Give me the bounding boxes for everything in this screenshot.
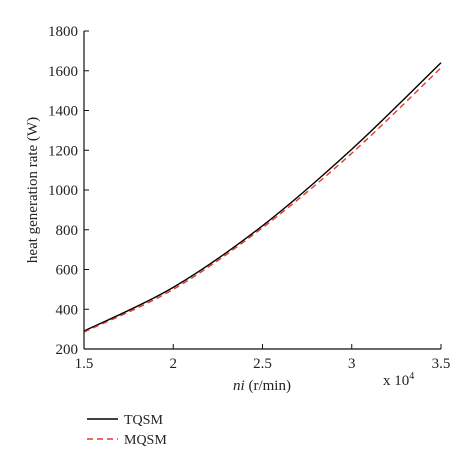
x-axis-multiplier-base: x 10 — [383, 373, 409, 389]
y-tick-label: 1200 — [48, 143, 78, 159]
plot-area — [83, 62, 442, 333]
y-ticks: 200 400 600 800 1000 1200 1400 1600 1800 — [48, 24, 89, 358]
y-tick-label: 400 — [56, 302, 79, 318]
y-tick-label: 1400 — [48, 104, 78, 120]
x-axis-label-italic: ni — [233, 378, 245, 394]
x-tick-label: 2 — [170, 356, 178, 372]
x-tick-label: 3.5 — [432, 356, 451, 372]
x-axis-label-units: (r/min) — [245, 378, 291, 394]
y-axis-label: heat generation rate (W) — [25, 117, 41, 263]
y-tick-label: 1600 — [48, 64, 78, 80]
y-tick-label: 1800 — [48, 24, 78, 40]
y-tick-label: 800 — [56, 223, 79, 239]
y-tick-label: 600 — [56, 263, 79, 279]
x-axis-multiplier-exponent: 4 — [409, 371, 414, 382]
legend: TQSM MQSM — [87, 413, 167, 448]
legend-label-mqsm: MQSM — [124, 433, 167, 448]
x-axis-label: ni (r/min) — [233, 378, 291, 394]
series-line-mqsm — [83, 67, 442, 333]
axes — [83, 31, 441, 350]
y-tick-label: 1000 — [48, 183, 78, 199]
x-tick-label: 2.5 — [253, 356, 272, 372]
y-tick-label: 200 — [56, 342, 79, 358]
legend-label-tqsm: TQSM — [124, 413, 163, 428]
x-axis-multiplier: x 104 — [383, 371, 414, 389]
x-tick-label: 3 — [348, 356, 356, 372]
x-ticks: 1.5 2 2.5 3 3.5 — [75, 344, 451, 372]
series-line-tqsm — [83, 62, 442, 332]
x-tick-label: 1.5 — [75, 356, 94, 372]
